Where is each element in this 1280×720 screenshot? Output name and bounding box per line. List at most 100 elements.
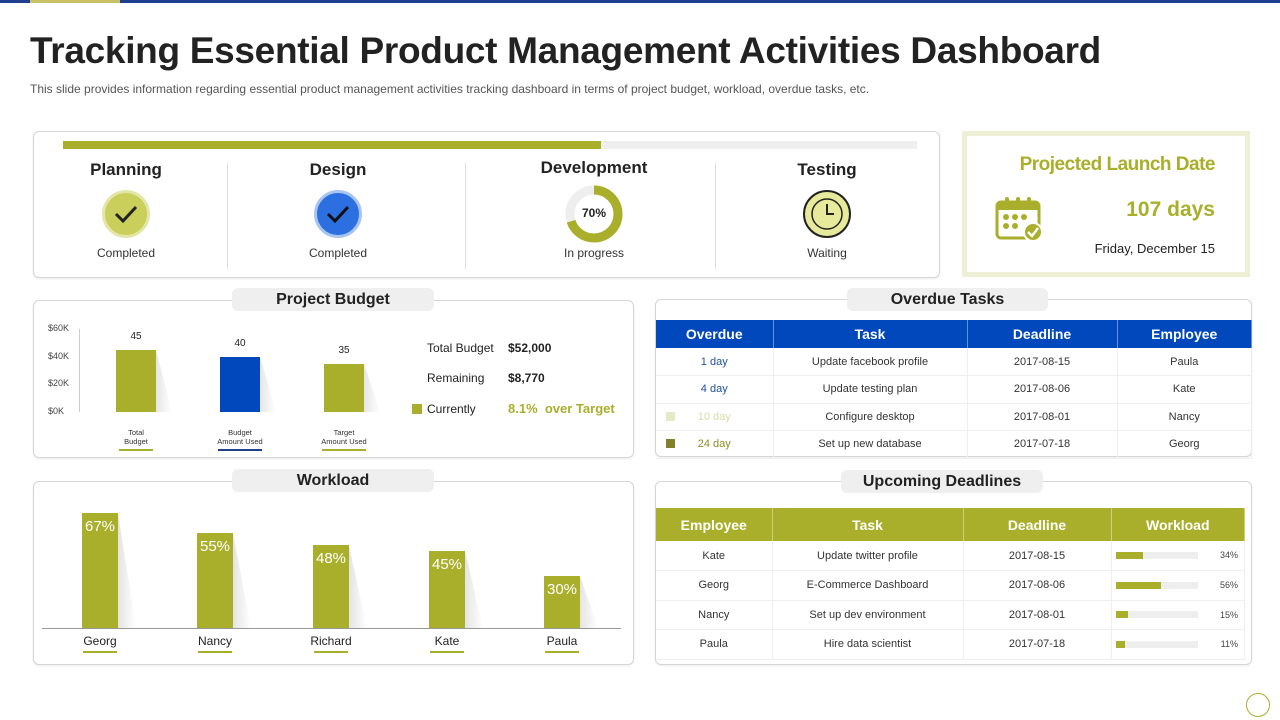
table-row[interactable]: 4 day Update testing plan 2017-08-06 Kate [656, 375, 1252, 404]
check-circle-icon [314, 190, 362, 238]
workload-percent: 34% [1219, 550, 1238, 560]
bar-data-label: 48% [315, 550, 347, 568]
workload-bar [429, 550, 465, 628]
launch-days: 107 days [1126, 198, 1215, 221]
stage-status: In progress [563, 246, 625, 260]
category-underline [545, 651, 579, 653]
stage-name: Testing [797, 160, 857, 179]
task-cell: Set up dev environment [772, 600, 964, 630]
bar-data-label: 35 [338, 344, 350, 356]
status-marker [666, 411, 675, 421]
overdue-cell: 4 day [656, 375, 774, 404]
calendar-check-icon [995, 196, 1045, 247]
workload-title: Workload [232, 469, 434, 492]
deadline-cell: 2017-08-06 [967, 375, 1118, 404]
stage-status: Waiting [807, 246, 847, 260]
task-cell: Set up new database [773, 430, 968, 459]
stages-card [33, 131, 940, 278]
stage-name: Planning [90, 160, 162, 179]
launch-title: Projected Launch Date [1019, 154, 1216, 175]
x-tick-line: Budget [228, 428, 252, 437]
workload-cell: 34% [1111, 541, 1245, 571]
table-row[interactable]: 10 day Configure desktop 2017-08-01 Nancy [656, 403, 1252, 431]
category-underline [218, 449, 262, 451]
table-row[interactable]: Kate Update twitter profile 2017-08-15 34% [656, 541, 1245, 571]
workload-cell: 15% [1111, 600, 1245, 630]
table-row[interactable]: Nancy Set up dev environment 2017-08-01 15% [656, 600, 1245, 630]
corner-circle-decoration [1246, 693, 1270, 717]
deadline-cell: 2017-08-01 [963, 600, 1112, 630]
workload-bar-fill [1115, 552, 1144, 560]
workload-chart: 67% Georg 55% Nancy 48% Richard 45% Kate 30% Paul… [33, 495, 634, 660]
workload-bar [197, 533, 233, 628]
workload-cell: 11% [1111, 629, 1245, 660]
budget-title: Project Budget [232, 288, 434, 311]
table-row[interactable]: 24 day Set up new database 2017-07-18 Georg [656, 430, 1252, 459]
col-header: Task [773, 320, 968, 348]
workload-percent: 11% [1220, 639, 1238, 649]
budget-bar [116, 349, 156, 412]
category-underline [314, 651, 348, 653]
category-underline [198, 651, 232, 653]
overall-progress-track [63, 141, 917, 149]
status-marker [666, 439, 675, 448]
table-row[interactable]: Georg E-Commerce Dashboard 2017-08-06 56% [656, 570, 1245, 601]
task-cell: Update testing plan [773, 375, 968, 404]
category-underline [119, 449, 153, 451]
employee-cell: Paula [656, 629, 773, 660]
total-budget-value: $52,000 [508, 341, 552, 355]
overdue-cell: 1 day [656, 348, 774, 376]
col-header: Employee [1117, 320, 1252, 348]
workload-bar [544, 576, 580, 628]
x-tick-label: Total Budget [96, 428, 176, 446]
x-tick-line: Budget [124, 437, 148, 446]
overdue-days: 24 day [697, 438, 731, 451]
deadline-cell: 2017-08-06 [963, 570, 1112, 601]
table-row[interactable]: 1 day Update facebook profile 2017-08-15 Pa… [656, 348, 1252, 376]
total-budget-label: Total Budget [427, 341, 494, 355]
y-tick-label: $40K [48, 350, 70, 361]
remaining-label: Remaining [427, 371, 485, 385]
budget-chart: $60K $40K $20K $0K 45 Total Budget 40 Budget Amou… [30, 310, 400, 455]
workload-bar-track [1115, 552, 1198, 560]
upcoming-title: Upcoming Deadlines [841, 470, 1043, 493]
overdue-days: 1 day [700, 355, 728, 368]
legend-swatch [412, 404, 422, 414]
x-tick-line: Amount Used [217, 437, 263, 446]
top-accent-line [0, 0, 1280, 3]
donut-percent: 70% [581, 206, 607, 220]
page-subtitle: This slide provides information regardin… [30, 82, 870, 96]
x-tick-label: Paula [546, 634, 578, 648]
employee-cell: Kate [1117, 375, 1252, 404]
x-tick-label: Budget Amount Used [200, 428, 280, 446]
budget-bar [220, 356, 260, 412]
category-underline [83, 651, 117, 653]
workload-bar-track [1115, 611, 1198, 619]
col-header: Deadline [967, 320, 1118, 348]
stage-testing: Testing Waiting [732, 160, 922, 260]
x-tick-line: Target [333, 428, 355, 437]
table-row[interactable]: Paula Hire data scientist 2017-07-18 11% [656, 629, 1245, 660]
workload-bar-fill [1115, 640, 1125, 648]
divider [465, 163, 466, 269]
x-tick-label: Nancy [197, 634, 232, 648]
employee-cell: Kate [656, 541, 773, 571]
category-underline [430, 651, 464, 653]
task-cell: Hire data scientist [772, 629, 964, 660]
divider [227, 163, 228, 269]
overdue-cell: 10 day [656, 403, 774, 431]
employee-cell: Nancy [656, 600, 773, 630]
deadline-cell: 2017-08-15 [963, 541, 1112, 571]
currently-value: 8.1% over Target [508, 401, 615, 416]
bar-data-label: 30% [546, 581, 578, 599]
bar-data-label: 67% [84, 517, 116, 535]
stage-planning: Planning Completed [31, 160, 221, 260]
task-cell: Update facebook profile [773, 348, 968, 376]
col-header: Task [772, 508, 964, 541]
bar-data-label: 45% [431, 555, 463, 573]
overdue-days: 10 day [697, 410, 731, 423]
x-tick-line: Amount Used [321, 437, 367, 446]
overdue-cell: 24 day [656, 430, 774, 459]
task-cell: E-Commerce Dashboard [772, 570, 964, 601]
upcoming-table: Employee Task Deadline Workload Kate Upda… [656, 508, 1245, 660]
